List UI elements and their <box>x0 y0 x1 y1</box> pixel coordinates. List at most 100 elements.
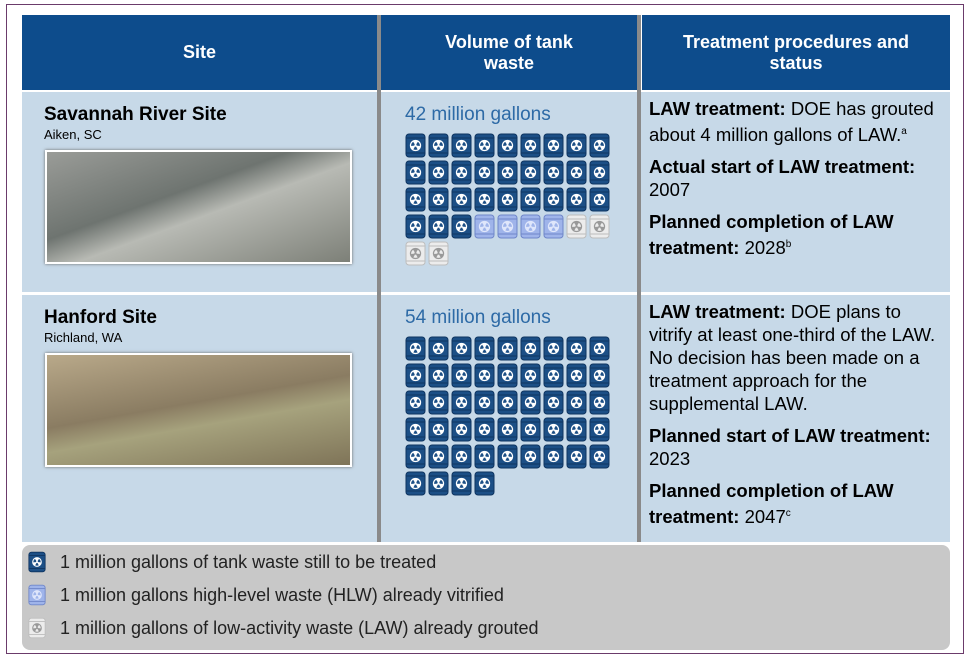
barrel-icon <box>405 241 426 266</box>
barrel-icon <box>405 336 426 361</box>
status-list: LAW treatment: DOE has grouted about 4 m… <box>649 97 945 268</box>
barrel-icon <box>28 584 46 606</box>
header-cell: Volume of tank waste <box>381 15 637 90</box>
barrel-icon <box>451 160 472 185</box>
barrel-icon <box>405 214 426 239</box>
barrel-icon <box>451 133 472 158</box>
status-item: LAW treatment: DOE has grouted about 4 m… <box>649 97 945 146</box>
barrel-icon <box>474 363 495 388</box>
barrel-icon <box>497 336 518 361</box>
barrel-icon <box>428 160 449 185</box>
barrel-icon <box>543 363 564 388</box>
barrel-icon <box>428 187 449 212</box>
status-text: 2028 <box>745 237 786 258</box>
status-item: Planned completion of LAW treatment: 202… <box>649 210 945 259</box>
barrel-icon <box>566 417 587 442</box>
legend: 1 million gallons of tank waste still to… <box>22 545 950 650</box>
barrel-icon <box>589 390 610 415</box>
status-label: LAW treatment: <box>649 98 786 119</box>
barrel-icon <box>520 214 541 239</box>
status-text: 2007 <box>649 179 690 200</box>
barrel-icon <box>497 417 518 442</box>
barrel-icon <box>405 390 426 415</box>
barrel-icon <box>520 133 541 158</box>
barrel-icon <box>428 417 449 442</box>
barrel-icon <box>28 551 46 573</box>
status-text: 2047 <box>745 506 786 527</box>
status-list: LAW treatment: DOE plans to vitrify at l… <box>649 300 945 537</box>
barrel-icon <box>451 187 472 212</box>
footnote-mark: c <box>786 508 791 519</box>
legend-item: 1 million gallons high-level waste (HLW)… <box>22 584 504 606</box>
barrel-icon <box>451 471 472 496</box>
barrel-icon <box>428 444 449 469</box>
barrel-icon <box>428 214 449 239</box>
barrel-icon <box>497 444 518 469</box>
barrel-icon <box>405 160 426 185</box>
barrel-icon <box>566 133 587 158</box>
barrel-icon <box>474 187 495 212</box>
barrel-grid <box>405 133 617 266</box>
barrel-icon <box>520 336 541 361</box>
barrel-icon <box>451 363 472 388</box>
barrel-icon <box>543 336 564 361</box>
barrel-icon <box>543 133 564 158</box>
barrel-icon <box>428 390 449 415</box>
header-cell: Treatment procedures and status <box>642 15 950 90</box>
barrel-icon <box>405 363 426 388</box>
barrel-icon <box>589 363 610 388</box>
barrel-icon <box>405 133 426 158</box>
status-label: Actual start of LAW treatment: <box>649 156 915 177</box>
footnote-mark: a <box>901 126 907 137</box>
barrel-grid <box>405 336 617 496</box>
legend-text: 1 million gallons high-level waste (HLW)… <box>60 585 504 606</box>
barrel-icon <box>589 160 610 185</box>
barrel-icon <box>474 214 495 239</box>
barrel-icon <box>589 133 610 158</box>
barrel-icon <box>589 336 610 361</box>
barrel-icon <box>405 417 426 442</box>
site-photo <box>45 353 352 467</box>
barrel-icon <box>497 390 518 415</box>
barrel-icon <box>451 214 472 239</box>
barrel-icon <box>566 336 587 361</box>
page: Site Volume of tank waste Treatment proc… <box>0 0 972 658</box>
legend-text: 1 million gallons of low-activity waste … <box>60 618 539 639</box>
barrel-icon <box>543 390 564 415</box>
barrel-icon <box>566 187 587 212</box>
barrel-icon <box>589 214 610 239</box>
barrel-icon <box>474 417 495 442</box>
status-item: LAW treatment: DOE plans to vitrify at l… <box>649 300 945 415</box>
barrel-icon <box>474 444 495 469</box>
barrel-icon <box>497 133 518 158</box>
barrel-icon <box>428 363 449 388</box>
site-name: Hanford Site <box>44 307 157 329</box>
barrel-icon <box>405 444 426 469</box>
barrel-icon <box>451 390 472 415</box>
barrel-icon <box>520 187 541 212</box>
barrel-icon <box>497 214 518 239</box>
status-label: LAW treatment: <box>649 301 786 322</box>
barrel-icon <box>28 617 46 639</box>
barrel-icon <box>543 187 564 212</box>
volume: 42 million gallons <box>405 104 551 126</box>
barrel-icon <box>474 390 495 415</box>
header-cell: Site <box>22 15 377 90</box>
barrel-icon <box>428 336 449 361</box>
barrel-icon <box>428 241 449 266</box>
barrel-icon <box>543 444 564 469</box>
site-photo <box>45 150 352 264</box>
barrel-icon <box>497 160 518 185</box>
status-item: Planned start of LAW treatment: 2023 <box>649 424 945 470</box>
barrel-icon <box>428 133 449 158</box>
barrel-icon <box>589 187 610 212</box>
legend-text: 1 million gallons of tank waste still to… <box>60 552 436 573</box>
barrel-icon <box>474 133 495 158</box>
barrel-icon <box>474 336 495 361</box>
barrel-icon <box>520 444 541 469</box>
barrel-icon <box>451 444 472 469</box>
barrel-icon <box>566 444 587 469</box>
barrel-icon <box>543 214 564 239</box>
barrel-icon <box>428 471 449 496</box>
barrel-icon <box>566 363 587 388</box>
